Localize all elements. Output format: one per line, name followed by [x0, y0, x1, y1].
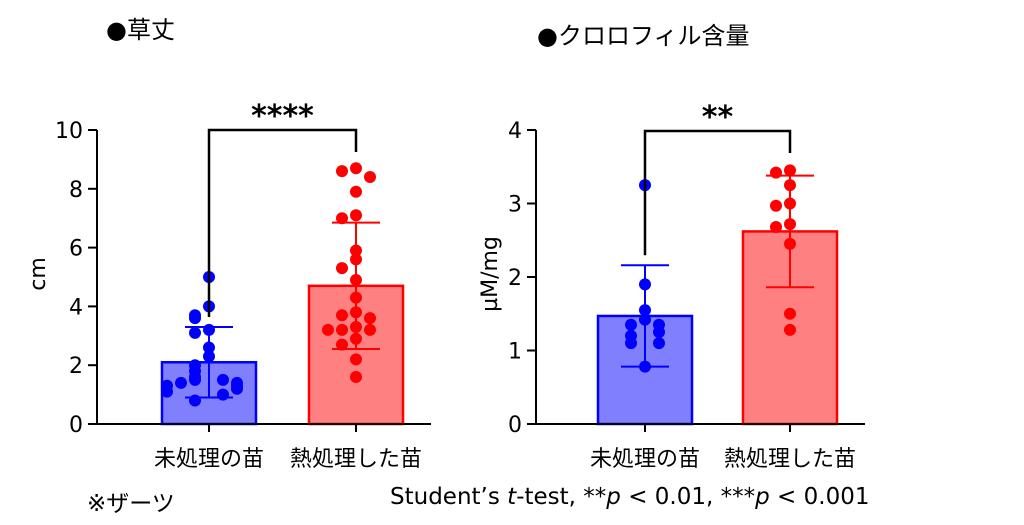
data-point [231, 382, 243, 395]
chart-panel-1: 0 2 4 6 8 10 未処理の苗 熱処理した苗 cm **** [26, 99, 431, 472]
data-point [175, 376, 187, 389]
panel-title-chlorophyll: ●クロロフィル含量 [537, 22, 750, 50]
significance-bracket [643, 129, 792, 256]
footnote-text-1: Student’s [390, 484, 508, 510]
data-point [364, 323, 376, 336]
data-point [336, 165, 348, 178]
data-point [336, 309, 348, 322]
data-point [350, 353, 362, 366]
significance-label: ** [702, 100, 734, 135]
data-point [364, 171, 376, 184]
y-tick-label: 0 [69, 413, 83, 438]
chart-panel-2: 0 1 2 3 4 未処理の苗 熱処理した苗 µM/mg ** [478, 100, 865, 472]
y-axis-label: µM/mg [478, 236, 503, 312]
footnote-p-italic-2: p [755, 484, 770, 510]
y-axis-label: cm [26, 257, 51, 291]
y-tick-label: 6 [69, 237, 83, 262]
data-point [350, 185, 362, 198]
panel-title-height: ●草丈 [106, 16, 175, 44]
data-point [336, 262, 348, 275]
x-tick-label: 未処理の苗 [154, 447, 264, 472]
x-tick-label: 熱処理した苗 [290, 447, 422, 472]
footnote-p-italic-1: p [606, 484, 621, 510]
data-point [784, 323, 796, 336]
y-tick-label: 4 [69, 295, 83, 320]
data-point [350, 209, 362, 222]
y-tick-label: 8 [69, 178, 83, 203]
data-point [322, 323, 334, 336]
data-point [189, 312, 201, 325]
data-point [161, 385, 173, 398]
data-point [189, 394, 201, 407]
data-point [350, 370, 362, 383]
significance-bracket [207, 128, 358, 317]
data-point [217, 373, 229, 386]
x-tick-label: 熱処理した苗 [724, 447, 856, 472]
footnote-text-4: < 0.001 [769, 484, 870, 510]
data-point [336, 212, 348, 225]
data-point [784, 164, 796, 177]
footnote-text-3: < 0.01, *** [620, 484, 756, 510]
y-tick-label: 10 [55, 119, 83, 144]
data-point [770, 199, 782, 212]
data-point [625, 318, 637, 331]
y-tick-label: 3 [508, 193, 522, 218]
data-point [350, 162, 362, 175]
data-point [364, 312, 376, 325]
y-tick-label: 4 [508, 119, 522, 144]
footnote-text-2: -test, ** [516, 484, 607, 510]
x-tick-label: 未処理の苗 [590, 447, 700, 472]
y-tick-label: 2 [69, 354, 83, 379]
data-point [653, 326, 665, 339]
data-point [336, 323, 348, 336]
data-point [625, 337, 637, 350]
y-tick-label: 1 [508, 340, 522, 365]
footnote-statistics: Student’s t-test, **p < 0.01, ***p < 0.0… [390, 484, 869, 510]
data-point [784, 307, 796, 320]
data-point [770, 166, 782, 179]
data-point [189, 373, 201, 386]
data-point [770, 221, 782, 234]
data-point [189, 326, 201, 339]
data-point [336, 338, 348, 351]
y-tick-label: 0 [508, 413, 522, 438]
y-tick-label: 2 [508, 266, 522, 291]
footnote-variety: ※ザーツ [87, 491, 175, 517]
significance-label: **** [251, 99, 314, 134]
data-point [653, 337, 665, 350]
data-point [217, 388, 229, 401]
footnote-t-italic: t [507, 484, 517, 510]
